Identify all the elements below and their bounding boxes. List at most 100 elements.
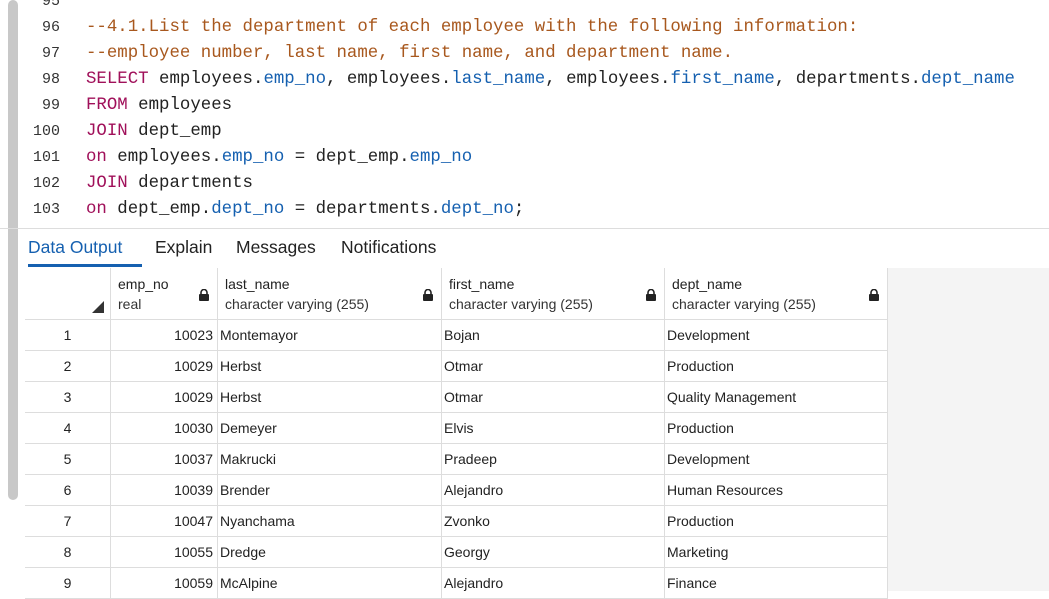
- data-grid: emp_no real last_name character varying (25…: [25, 268, 1049, 599]
- tab[interactable]: Messages: [236, 237, 316, 257]
- lock: [199, 288, 209, 304]
- code-line: 98 SELECT employees.emp_no, employees.las…: [0, 67, 1049, 93]
- cell-text: Demeyer: [220, 420, 277, 436]
- scrollbar[interactable]: [8, 0, 18, 500]
- code-token: , departments.: [774, 70, 921, 89]
- row-number: 9: [25, 568, 111, 599]
- table-cell: Herbst: [218, 382, 442, 413]
- column-type: character varying (255): [672, 296, 816, 312]
- code-text: on employees.emp_no = dept_emp.emp_no: [86, 145, 472, 171]
- cell-text: 10059: [174, 575, 213, 591]
- tab[interactable]: Explain: [155, 237, 213, 257]
- column-name: last_name: [225, 276, 290, 292]
- cell-text: 10047: [174, 513, 213, 529]
- column-type: real: [118, 296, 142, 312]
- code-token: , employees.: [326, 70, 452, 89]
- row-number: 7: [25, 506, 111, 537]
- table-cell: Pradeep: [442, 444, 665, 475]
- code-token: employees: [127, 96, 233, 115]
- table-cell: 10029: [111, 351, 218, 382]
- table-cell: Otmar: [442, 382, 665, 413]
- code-text: --employee number, last name, first name…: [86, 41, 733, 67]
- lock-icon: [423, 288, 433, 301]
- code-token: JOIN: [86, 122, 128, 141]
- table-cell: Brender: [218, 475, 442, 506]
- column-header[interactable]: first_name character varying (255): [442, 268, 665, 320]
- code-text: FROM employees: [86, 93, 232, 119]
- column-header[interactable]: last_name character varying (255): [218, 268, 442, 320]
- cell-text: Alejandro: [444, 482, 504, 498]
- row-number: 2: [25, 351, 111, 382]
- table-cell: 10029: [111, 382, 218, 413]
- query-editor[interactable]: 95 96 --4.1.List the department of each em…: [0, 0, 1049, 229]
- code-token: dept_name: [920, 70, 1015, 89]
- code-token: emp_no: [221, 148, 285, 167]
- code-text: JOIN departments: [86, 171, 253, 197]
- column-name: first_name: [449, 276, 515, 292]
- tab[interactable]: Notifications: [341, 237, 437, 257]
- cell-text: 7: [63, 513, 72, 529]
- table-cell: Zvonko: [442, 506, 665, 537]
- cell-text: 3: [63, 389, 72, 405]
- cell-text: 10029: [174, 358, 213, 374]
- cell-text: Elvis: [444, 420, 474, 436]
- lock-icon: [646, 288, 656, 301]
- code-line: 100 JOIN dept_emp: [0, 119, 1049, 145]
- result-tabs: Data Output Explain Messages Notifications: [25, 229, 1049, 267]
- column-name: emp_no: [118, 276, 169, 292]
- lock: [646, 288, 656, 304]
- code-line: 102 JOIN departments: [0, 171, 1049, 197]
- line-number: 99: [41, 97, 60, 114]
- cell-text: Production: [667, 513, 734, 529]
- cell-text: Otmar: [444, 358, 483, 374]
- code-token: dept_emp: [127, 122, 222, 141]
- cell-text: Alejandro: [444, 575, 504, 591]
- cell-text: 8: [63, 544, 72, 560]
- cell-text: Herbst: [220, 358, 262, 374]
- cell-text: 10023: [174, 327, 213, 343]
- column-name: dept_name: [672, 276, 743, 292]
- table-cell: Marketing: [665, 537, 888, 568]
- table-cell: Development: [665, 444, 888, 475]
- row-number: 6: [25, 475, 111, 506]
- tab[interactable]: Data Output: [28, 237, 123, 257]
- code-token: last_name: [451, 70, 546, 89]
- line-number: 97: [41, 45, 60, 62]
- table-cell: Production: [665, 351, 888, 382]
- cell-text: Makrucki: [220, 451, 277, 467]
- cell-text: Zvonko: [444, 513, 490, 529]
- column-header[interactable]: dept_name character varying (255): [665, 268, 888, 320]
- table-cell: Bojan: [442, 320, 665, 351]
- table-cell: Finance: [665, 568, 888, 599]
- table-cell: 10023: [111, 320, 218, 351]
- line-number: 100: [32, 123, 60, 140]
- table-cell: Nyanchama: [218, 506, 442, 537]
- code-text: SELECT employees.emp_no, employees.last_…: [86, 67, 1015, 93]
- code-text: on dept_emp.dept_no = departments.dept_n…: [86, 197, 524, 223]
- lock: [869, 288, 879, 304]
- header-corner: [25, 268, 111, 320]
- table-cell: Elvis: [442, 413, 665, 444]
- cell-text: Otmar: [444, 389, 483, 405]
- code-token: dept_emp.: [106, 200, 212, 219]
- cell-text: Development: [667, 451, 750, 467]
- code-token: employees.: [106, 148, 222, 167]
- table-cell: Georgy: [442, 537, 665, 568]
- row-number: 3: [25, 382, 111, 413]
- code-text: --4.1.List the department of each employ…: [86, 15, 858, 41]
- code-token: --4.1.List the department of each employ…: [86, 18, 859, 37]
- cell-text: 4: [63, 420, 72, 436]
- table-cell: Production: [665, 506, 888, 537]
- cell-text: 1: [63, 327, 72, 343]
- row-number: 4: [25, 413, 111, 444]
- row-number: 1: [25, 320, 111, 351]
- column-type: character varying (255): [449, 296, 593, 312]
- cell-text: 10055: [174, 544, 213, 560]
- code-token: emp_no: [409, 148, 473, 167]
- cell-text: Marketing: [667, 544, 729, 560]
- cell-text: Herbst: [220, 389, 262, 405]
- table-cell: 10047: [111, 506, 218, 537]
- code-token: employees.: [148, 70, 264, 89]
- row-number: 8: [25, 537, 111, 568]
